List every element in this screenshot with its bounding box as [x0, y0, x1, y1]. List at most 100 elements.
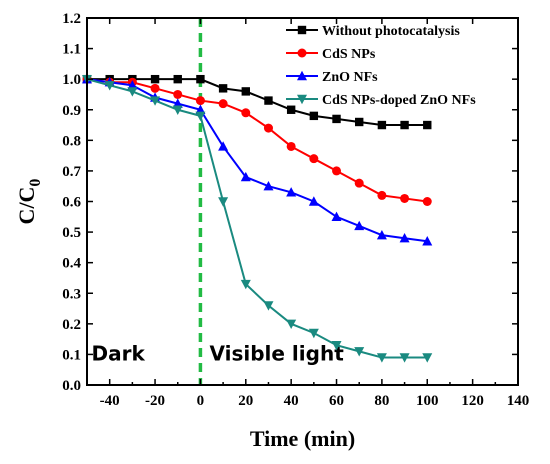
data-point-2-4 — [172, 98, 183, 108]
data-point-2-9 — [286, 187, 297, 197]
data-point-3-3 — [150, 96, 161, 106]
data-point-3-4 — [172, 105, 183, 115]
data-point-3-1 — [104, 81, 115, 91]
region-label-0: Dark — [92, 342, 146, 366]
data-point-0-12 — [355, 117, 364, 127]
data-point-2-15 — [422, 236, 433, 246]
data-point-0-10 — [309, 111, 319, 121]
plot-area: Dark Visible light — [82, 18, 433, 385]
y-tick-label: 0.2 — [62, 317, 81, 333]
data-point-0-6 — [218, 84, 228, 93]
y-tick-label: 1.2 — [62, 11, 81, 27]
y-tick-label: 1.1 — [62, 42, 81, 58]
x-axis-title: Time (min) — [250, 426, 355, 451]
legend-label-3: CdS NPs-doped ZnO NFs — [322, 93, 476, 108]
y-tick-label: 0.1 — [62, 347, 81, 363]
data-point-1-4 — [173, 89, 183, 99]
data-point-2-12 — [354, 220, 365, 231]
data-point-1-15 — [422, 197, 432, 206]
x-tick-label: 60 — [329, 393, 344, 409]
x-tick-label: -20 — [145, 393, 165, 409]
data-point-3-9 — [286, 319, 297, 330]
y-tick-label: 0.6 — [62, 195, 81, 211]
legend: Without photocatalysis CdS NPs ZnO NFs CdS … — [286, 24, 476, 108]
y-tick-label: 0.0 — [62, 378, 81, 394]
data-point-3-10 — [308, 328, 319, 339]
x-tick-label: 120 — [461, 393, 484, 409]
legend-entry-3: CdS NPs-doped ZnO NFs — [286, 93, 476, 108]
data-point-3-11 — [331, 341, 342, 351]
legend-label-2: ZnO NFs — [322, 70, 378, 85]
legend-marker-1 — [297, 48, 307, 58]
y-axis-title: C/C0 — [14, 179, 44, 225]
data-point-0-11 — [332, 114, 341, 124]
legend-marker-3 — [297, 94, 307, 105]
y-tick-label: 0.3 — [62, 286, 81, 302]
data-point-3-8 — [263, 301, 274, 311]
data-point-2-8 — [263, 181, 274, 191]
y-axis-title-main: C/C — [14, 187, 39, 225]
legend-marker-0 — [297, 25, 307, 35]
data-point-0-3 — [150, 74, 160, 84]
data-point-3-5 — [195, 111, 206, 122]
data-point-2-7 — [240, 171, 251, 182]
data-point-0-4 — [173, 74, 182, 84]
legend-entry-0: Without photocatalysis — [286, 24, 460, 39]
data-point-1-12 — [354, 178, 364, 188]
legend-entry-2: ZnO NFs — [286, 70, 378, 85]
region-label-1: Visible light — [209, 342, 344, 366]
x-tick-label: 100 — [416, 393, 439, 409]
data-point-1-3 — [150, 83, 160, 93]
data-point-2-13 — [376, 229, 387, 240]
data-point-1-14 — [400, 193, 410, 203]
data-point-0-15 — [423, 120, 432, 130]
data-point-2-11 — [331, 211, 342, 221]
data-point-1-10 — [309, 154, 319, 164]
data-point-2-5 — [195, 104, 206, 114]
legend-label-0: Without photocatalysis — [322, 24, 460, 39]
data-point-0-14 — [400, 120, 409, 130]
series-line-3 — [86, 78, 428, 359]
data-point-2-14 — [399, 233, 410, 243]
data-point-2-6 — [218, 141, 229, 151]
data-point-2-2 — [127, 80, 138, 90]
axes: -40 -20 0 20 40 60 80 100 120 140 0.0 0.1 0.2 0.3 0.4 0… — [62, 11, 529, 409]
series-line-0 — [87, 78, 428, 127]
data-point-1-5 — [195, 96, 205, 106]
y-tick-label: 1.0 — [62, 72, 81, 88]
series-3 — [82, 74, 433, 363]
data-point-0-13 — [377, 120, 387, 130]
y-tick-label: 0.9 — [62, 103, 81, 119]
x-tick-label: 80 — [374, 393, 389, 409]
x-tick-label: 140 — [507, 393, 530, 409]
data-point-3-6 — [218, 197, 229, 207]
x-tick-label: 20 — [238, 393, 253, 409]
data-point-3-7 — [240, 279, 251, 290]
data-point-3-13 — [376, 353, 387, 363]
series-line-1 — [86, 78, 428, 203]
x-tick-label: 40 — [284, 393, 299, 409]
legend-marker-2 — [297, 70, 307, 81]
data-point-0-9 — [286, 105, 296, 114]
data-point-3-2 — [127, 87, 138, 97]
data-point-3-14 — [399, 353, 410, 363]
data-point-1-8 — [263, 123, 273, 133]
data-point-3-12 — [354, 347, 365, 357]
y-tick-label: 0.4 — [62, 256, 81, 272]
x-tick-label: -40 — [100, 393, 120, 409]
y-tick-label: 0.8 — [62, 133, 81, 149]
data-point-1-9 — [286, 141, 296, 151]
data-point-1-13 — [377, 190, 387, 200]
legend-entry-1: CdS NPs — [286, 47, 376, 62]
data-point-1-11 — [332, 166, 342, 176]
y-tick-label: 0.7 — [62, 164, 81, 180]
data-point-1-6 — [218, 99, 228, 109]
data-point-0-7 — [241, 87, 250, 96]
y-tick-label: 0.5 — [62, 225, 81, 241]
x-tick-label: 0 — [197, 393, 205, 409]
legend-label-1: CdS NPs — [322, 47, 376, 62]
y-axis-title-subscript: 0 — [27, 179, 44, 187]
data-point-2-10 — [308, 196, 319, 206]
data-point-3-15 — [422, 353, 433, 363]
